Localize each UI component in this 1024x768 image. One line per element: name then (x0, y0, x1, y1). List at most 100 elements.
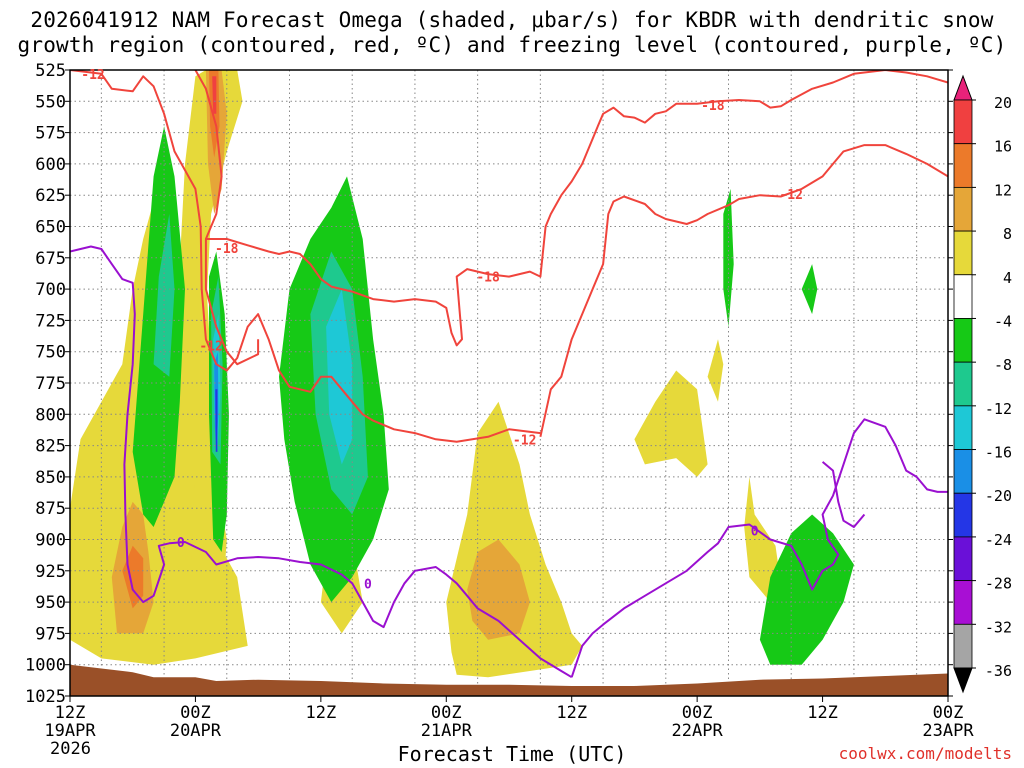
freezing-contour-label: 0 (177, 536, 185, 551)
colorbar: 20 16 12 8 4 -4 -8 -12 -16 -20 -24 -28 -32 -36 (953, 74, 1012, 694)
dgz-contour-0 (70, 70, 541, 443)
y-tick-label: 725 (35, 311, 66, 331)
colorbar-label: -32 (985, 618, 1012, 636)
dgz-contour-label: -18 (476, 271, 500, 286)
dgz-contour-label: -12 (513, 433, 536, 448)
colorbar-label: -28 (985, 575, 1012, 593)
colorbar-top-arrow (953, 74, 973, 101)
y-tick-label: 650 (35, 218, 66, 238)
y-tick-label: 900 (35, 531, 66, 551)
colorbar-bin (953, 361, 973, 407)
colorbar-bin (953, 580, 973, 625)
y-tick-label: 525 (35, 61, 66, 81)
colorbar-label: 16 (994, 138, 1012, 156)
freezing-contour-0 (70, 245, 573, 679)
chart-subtitle: growth region (contoured, red, ºC) and f… (17, 33, 1007, 57)
y-tick-label: 700 (35, 280, 66, 300)
contour-labels: -12 -18 -18 -18 -12 -12 -12 0 0 0 (81, 68, 803, 593)
colorbar-label: -36 (985, 662, 1012, 680)
colorbar-bin (953, 405, 973, 450)
x-tick-label: 12Z (305, 703, 336, 723)
colorbar-label: -4 (994, 312, 1012, 330)
colorbar-label: 4 (1003, 269, 1012, 287)
dgz-contour-label: -12 (199, 339, 222, 354)
omega-shading (70, 70, 854, 678)
x-tick-date: 19APR (44, 721, 96, 741)
omega-region-5 (707, 339, 724, 402)
dgz-contour-2 (194, 70, 260, 366)
axes-frame (65, 69, 953, 702)
colorbar-bin (953, 186, 973, 232)
colorbar-bin (953, 99, 973, 145)
dgz-contour-3 (205, 70, 948, 347)
dgz-contour-label: -12 (81, 68, 104, 83)
grid-lines (70, 69, 948, 697)
colorbar-bin (953, 143, 973, 188)
x-tick-label: 00Z (682, 703, 713, 723)
x-tick-label: 12Z (556, 703, 587, 723)
x-axis-label: Forecast Time (UTC) (397, 742, 627, 766)
y-tick-label: 800 (35, 405, 66, 425)
y-tick-label: 750 (35, 343, 66, 363)
x-tick-label: 00Z (933, 703, 964, 723)
omega-region-4 (634, 370, 708, 477)
freezing-contour-2 (821, 461, 866, 528)
y-tick-label: 1000 (25, 656, 66, 676)
y-tick-label: 775 (35, 374, 66, 394)
y-tick-label: 950 (35, 593, 66, 613)
omega-region-25 (215, 389, 218, 452)
x-tick-date: 20APR (170, 721, 222, 741)
y-tick-label: 850 (35, 468, 66, 488)
y-tick-label: 1025 (25, 687, 66, 707)
omega-region-12 (212, 76, 217, 114)
x-tick-label: 00Z (431, 703, 462, 723)
y-tick-label: 925 (35, 562, 66, 582)
freezing-contour-label: 0 (751, 525, 759, 540)
x-tick-label: 12Z (55, 703, 86, 723)
x-tick-label: 00Z (180, 703, 211, 723)
colorbar-bin (953, 230, 973, 276)
y-tick-label: 550 (35, 92, 66, 112)
y-tick-label: 600 (35, 155, 66, 175)
colorbar-label: 20 (994, 94, 1012, 112)
colorbar-bin (953, 449, 973, 494)
chart-title: 2026041912 NAM Forecast Omega (shaded, μ… (30, 8, 994, 32)
omega-region-16 (759, 514, 854, 665)
y-tick-label: 875 (35, 499, 66, 519)
ground-surface (70, 664, 948, 696)
colorbar-bottom-arrow (953, 667, 973, 694)
x-tick-date: 21APR (421, 721, 473, 741)
ground-fill (70, 664, 948, 696)
omega-region-9 (467, 539, 530, 640)
dgz-contour-1 (539, 144, 948, 438)
omega-region-6 (744, 476, 781, 603)
y-tick-label: 675 (35, 249, 66, 269)
colorbar-label: 8 (1003, 225, 1012, 243)
colorbar-bin (953, 492, 973, 538)
y-tick-label: 625 (35, 186, 66, 206)
x-tick-label: 12Z (807, 703, 838, 723)
colorbar-label: -16 (985, 444, 1012, 462)
freezing-contour-1 (570, 418, 948, 678)
colorbar-label: -8 (994, 356, 1012, 374)
colorbar-label: -12 (985, 400, 1012, 418)
x-tick-year: 2026 (50, 739, 91, 759)
dgz-contour-label: -18 (215, 242, 239, 257)
dgz-contour-label: -12 (779, 188, 802, 203)
colorbar-bin (953, 623, 973, 669)
dgz-contour-label: -18 (701, 99, 725, 114)
dgz-contours (70, 70, 948, 443)
colorbar-label: -24 (985, 531, 1012, 549)
x-tick-date: 23APR (922, 721, 974, 741)
colorbar-label: 12 (994, 181, 1012, 199)
freezing-contour-label: 0 (364, 577, 372, 592)
credit-text: coolwx.com/modelts (838, 744, 1012, 763)
x-tick-date: 22APR (672, 721, 724, 741)
colorbar-label: -20 (985, 487, 1012, 505)
omega-region-22 (326, 289, 353, 465)
y-tick-label: 575 (35, 124, 66, 144)
y-tick-labels: 525 550 575 600 625 650 675 700 725 750 775 800 825 8… (25, 61, 66, 707)
y-tick-label: 825 (35, 437, 66, 457)
